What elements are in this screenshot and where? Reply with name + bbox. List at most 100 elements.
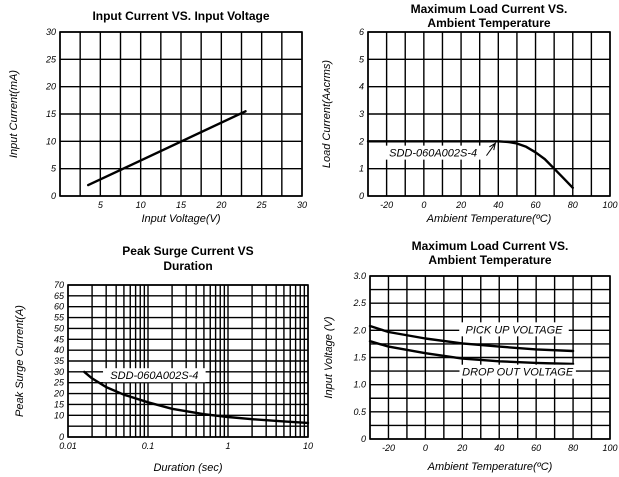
- chart-title: Duration: [163, 259, 212, 273]
- series-line: [83, 370, 310, 425]
- y-tick-label: 10: [54, 410, 64, 420]
- y-tick-label: 2.5: [352, 298, 367, 308]
- annotation-arrow: [486, 143, 496, 156]
- plot-frame: [59, 31, 303, 197]
- y-tick-label: 4: [359, 82, 364, 92]
- plot-frame: [369, 275, 611, 440]
- y-tick-label: 0: [59, 432, 64, 442]
- y-tick-label: 30: [46, 27, 56, 37]
- y-tick-label: 3: [359, 109, 364, 119]
- x-tick-label: 0.1: [142, 441, 155, 451]
- y-tick-label: 10: [46, 136, 56, 146]
- x-tick-label: 10: [136, 200, 146, 210]
- x-axis-label: Duration (sec): [153, 462, 222, 474]
- y-tick-label: 3.0: [353, 271, 366, 281]
- x-tick-label: 5: [98, 200, 104, 210]
- annotation-label: SDD-060A002S-4: [110, 370, 198, 382]
- series-line: [368, 340, 575, 366]
- x-tick-label: 20: [215, 200, 226, 210]
- series-line: [366, 140, 574, 190]
- y-tick-label: 20: [45, 82, 56, 92]
- x-axis-label: Input Voltage(V): [141, 213, 220, 225]
- x-tick-label: 0: [421, 200, 426, 210]
- y-tick-label: 50: [54, 323, 64, 333]
- y-tick-label: 2: [358, 136, 364, 146]
- y-tick-label: 40: [54, 345, 64, 355]
- y-axis-label: Peak Surge Current(A): [14, 305, 26, 417]
- x-tick-label: 20: [456, 443, 467, 453]
- y-axis-label: Input Current(mA): [8, 70, 20, 158]
- y-tick-label: 0: [51, 191, 56, 201]
- x-tick-label: 100: [602, 200, 617, 210]
- y-tick-label: 70: [54, 280, 64, 290]
- y-tick-label: 30: [54, 367, 64, 377]
- grid: [67, 284, 309, 438]
- y-tick-label: 15: [54, 399, 65, 409]
- x-tick-label: 10: [303, 441, 313, 451]
- y-tick-label: 15: [46, 109, 57, 119]
- x-tick-label: -20: [382, 443, 395, 453]
- x-tick-label: 0: [423, 443, 428, 453]
- y-tick-label: 55: [54, 313, 65, 323]
- y-tick-label: 25: [53, 378, 65, 388]
- y-tick-label: 1.5: [353, 353, 367, 363]
- chart-title: Maximum Load Current VS.: [411, 2, 568, 16]
- x-tick-label: 20: [455, 200, 466, 210]
- chart-input-voltage-vs-temperature: Maximum Load Current VS.Ambient Temperat…: [323, 239, 618, 473]
- plot-frame: [367, 31, 611, 197]
- annotation-background: [381, 145, 485, 160]
- chart-load-current-vs-temperature: Maximum Load Current VS.Ambient Temperat…: [321, 2, 618, 225]
- series-line: [368, 324, 575, 353]
- y-tick-label: 35: [54, 356, 65, 366]
- y-tick-label: 6: [359, 27, 364, 37]
- grid: [367, 31, 611, 197]
- x-tick-label: 60: [531, 443, 541, 453]
- chart-input-current-vs-voltage: Input Current VS. Input Voltage 5 10 15 20 25…: [8, 9, 307, 225]
- y-tick-label: 45: [54, 334, 65, 344]
- x-tick-label: 100: [602, 443, 617, 453]
- annotation-label: SDD-060A002S-4: [389, 148, 477, 160]
- x-tick-label: -20: [380, 200, 393, 210]
- y-tick-label: 5: [51, 164, 57, 174]
- series-line: [86, 110, 247, 187]
- annotation-background: [459, 322, 569, 337]
- y-tick-label: 2.0: [352, 325, 366, 335]
- y-tick-label: 5: [359, 54, 365, 64]
- x-tick-label: 80: [568, 443, 578, 453]
- annotation-background: [103, 368, 206, 383]
- y-tick-label: 60: [54, 302, 64, 312]
- grid: [59, 31, 303, 197]
- y-tick-label: 20: [53, 389, 64, 399]
- plot-frame: [67, 284, 309, 438]
- x-tick-label: 40: [493, 200, 503, 210]
- chart-title: Input Current VS. Input Voltage: [92, 9, 269, 23]
- annotation-label: PICK UP VOLTAGE: [466, 324, 564, 336]
- y-axis-label: Input Voltage (V): [323, 316, 335, 398]
- x-tick-label: 0.01: [59, 441, 77, 451]
- x-tick-label: 30: [297, 200, 307, 210]
- x-tick-label: 1: [225, 441, 230, 451]
- y-tick-label: 1: [359, 164, 364, 174]
- chart-title: Ambient Temperature: [428, 253, 551, 267]
- y-axis-label: Load Current(Aᴀᴄrms): [321, 60, 333, 169]
- grid: [369, 275, 611, 440]
- annotation-background: [459, 364, 576, 379]
- x-axis-label: Ambient Temperature(ºC): [426, 213, 552, 225]
- annotation-arrowhead: [489, 142, 497, 151]
- y-tick-label: 1.0: [353, 380, 366, 390]
- y-tick-label: 25: [45, 54, 57, 64]
- x-tick-label: 60: [531, 200, 541, 210]
- y-tick-label: 0: [361, 434, 366, 444]
- x-tick-label: 25: [256, 200, 268, 210]
- y-tick-label: 0.5: [353, 407, 367, 417]
- chart-title: Maximum Load Current VS.: [412, 239, 569, 253]
- x-tick-label: 40: [494, 443, 504, 453]
- x-axis-label: Ambient Temperature(ºC): [427, 461, 553, 473]
- x-tick-label: 80: [568, 200, 578, 210]
- y-tick-label: 0: [359, 191, 364, 201]
- chart-title: Ambient Temperature: [427, 16, 550, 30]
- x-tick-label: 15: [176, 200, 187, 210]
- annotation-label: DROP OUT VOLTAGE: [462, 367, 574, 379]
